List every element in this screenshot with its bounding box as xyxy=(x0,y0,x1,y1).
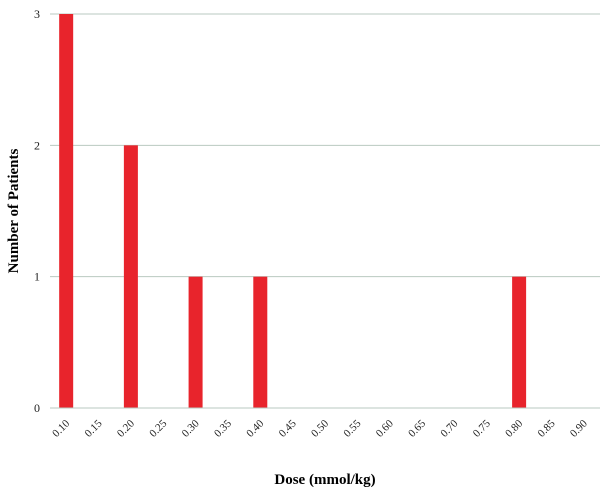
x-axis-title: Dose (mmol/kg) xyxy=(274,472,375,488)
x-tick-label: 0.15 xyxy=(83,417,105,439)
x-tick-labels: 0.10 0.15 0.20 0.25 0.30 0.35 0.40 0.45 0.50 0.55… xyxy=(50,417,590,439)
bar-0.30 xyxy=(188,276,203,408)
bars xyxy=(59,14,527,409)
x-tick-label: 0.70 xyxy=(438,417,460,439)
x-tick-label: 0.65 xyxy=(406,417,428,439)
x-tick-label: 0.85 xyxy=(535,417,557,439)
x-tick-label: 0.60 xyxy=(374,417,396,439)
y-tick-label: 2 xyxy=(34,138,40,152)
y-axis-title: Number of Patients xyxy=(6,148,22,273)
x-tick-label: 0.90 xyxy=(568,417,590,439)
bar-0.10 xyxy=(59,14,74,408)
x-tick-label: 0.35 xyxy=(212,417,234,439)
x-tick-label: 0.80 xyxy=(503,417,525,439)
x-tick-label: 0.25 xyxy=(147,417,169,439)
x-tick-label: 0.20 xyxy=(115,417,137,439)
x-tick-label: 0.75 xyxy=(471,417,493,439)
y-tick-label: 3 xyxy=(34,7,40,21)
y-tick-label: 1 xyxy=(34,270,40,284)
bar-0.80 xyxy=(512,276,527,408)
x-tick-label: 0.30 xyxy=(180,417,202,439)
y-tick-labels: 0 1 2 3 xyxy=(34,7,40,415)
y-tick-label: 0 xyxy=(34,401,40,415)
x-tick-label: 0.45 xyxy=(277,417,299,439)
x-tick-label: 0.10 xyxy=(50,417,72,439)
x-tick-label: 0.40 xyxy=(244,417,266,439)
bar-0.20 xyxy=(123,145,138,409)
x-tick-label: 0.55 xyxy=(341,417,363,439)
x-tick-label: 0.50 xyxy=(309,417,331,439)
gridlines xyxy=(50,13,600,278)
bar-0.40 xyxy=(253,276,268,408)
